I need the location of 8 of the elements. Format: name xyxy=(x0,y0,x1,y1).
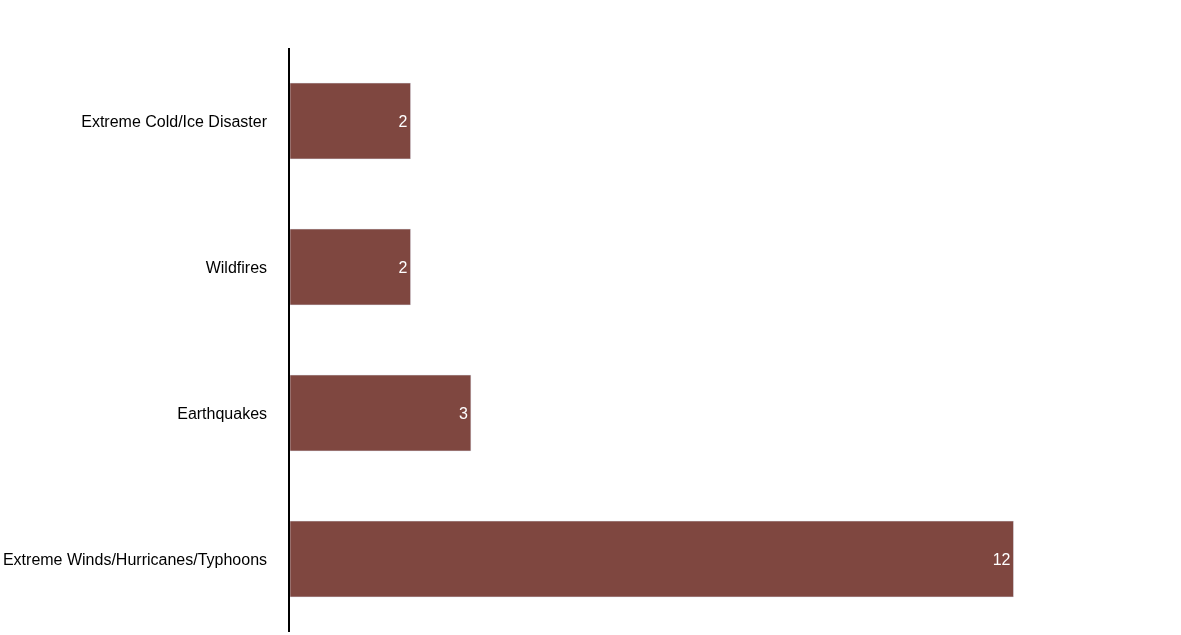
y-tick-label: Extreme Cold/Ice Disaster xyxy=(81,112,268,130)
data-label: 2 xyxy=(398,258,408,276)
y-tick-label: Wildfires xyxy=(205,258,268,276)
y-tick-label: Extreme Winds/Hurricanes/Typhoons xyxy=(2,550,268,568)
data-label: 3 xyxy=(458,404,468,422)
data-label: 12 xyxy=(992,550,1011,568)
y-tick-label: Earthquakes xyxy=(177,404,268,422)
data-label: 2 xyxy=(398,112,408,130)
